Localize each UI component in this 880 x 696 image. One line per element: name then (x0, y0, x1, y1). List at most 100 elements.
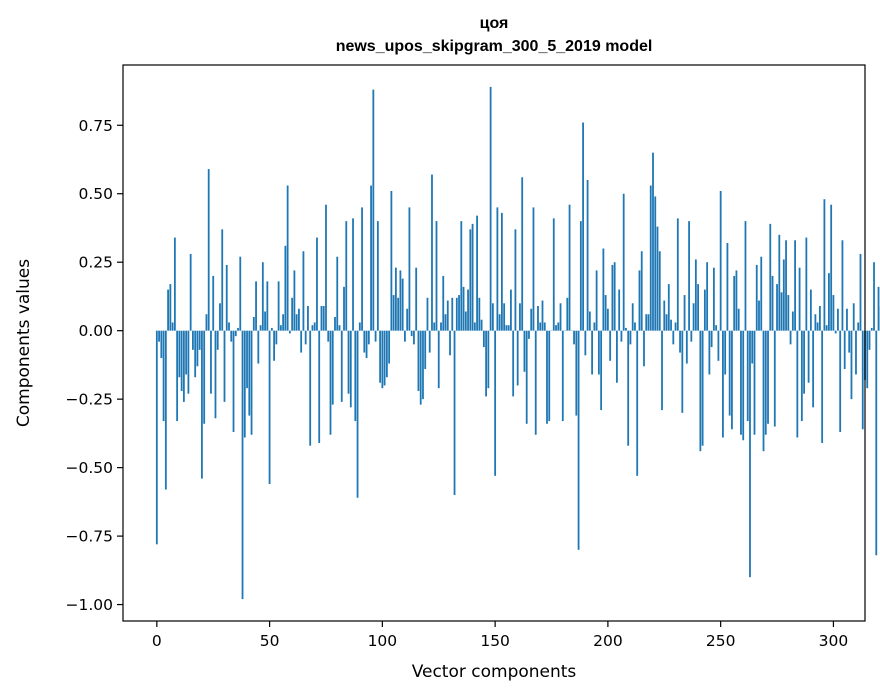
bar-component-157 (510, 289, 512, 331)
x-tick-label: 250 (706, 632, 736, 650)
bar-component-131 (451, 297, 454, 331)
bar-component-180 (561, 330, 564, 422)
bar-component-307 (848, 330, 851, 353)
bar-component-188 (579, 221, 582, 331)
bar-component-16 (192, 330, 194, 350)
bar-component-187 (577, 330, 580, 550)
bar-component-277 (780, 292, 783, 331)
bar-component-309 (852, 303, 855, 331)
bar-component-153 (500, 212, 503, 331)
bar-component-63 (298, 308, 300, 331)
bar-component-170 (539, 322, 542, 331)
bar-component-240 (697, 284, 699, 331)
bar-component-37 (239, 256, 242, 331)
bar-component-161 (519, 303, 521, 331)
bar-component-199 (604, 295, 607, 331)
bar-component-243 (703, 289, 706, 331)
bar-component-306 (846, 308, 848, 331)
bar-component-52 (273, 330, 275, 361)
y-tick-label: 0.75 (78, 117, 113, 135)
bar-component-201 (609, 330, 612, 361)
bar-component-101 (383, 330, 386, 386)
bar-component-151 (496, 207, 499, 331)
bar-component-288 (805, 237, 808, 331)
bar-component-219 (649, 185, 652, 331)
bar-component-91 (361, 207, 363, 331)
bar-component-316 (868, 330, 871, 350)
bar-component-17 (194, 330, 197, 378)
bar-component-234 (683, 295, 686, 331)
bar-component-132 (453, 330, 456, 495)
bar-component-45 (257, 330, 260, 364)
x-tick-label: 0 (152, 632, 162, 650)
y-tick-label: 0.25 (78, 254, 113, 272)
bar-component-18 (196, 330, 199, 367)
bar-component-284 (796, 330, 799, 438)
bar-component-25 (212, 275, 215, 331)
bar-component-294 (818, 306, 821, 331)
y-tick-label: −1.00 (66, 596, 114, 614)
bar-component-318 (873, 262, 875, 331)
bar-component-65 (302, 251, 305, 331)
bar-component-247 (712, 267, 715, 331)
bar-component-299 (830, 204, 833, 331)
bar-component-123 (433, 322, 436, 331)
y-tick-label: −0.25 (66, 391, 114, 409)
bar-component-226 (665, 314, 668, 331)
bar-component-46 (259, 325, 262, 331)
bar-component-305 (843, 330, 846, 370)
bar-component-215 (640, 251, 643, 331)
bar-component-261 (744, 221, 747, 331)
bar-component-297 (825, 325, 828, 331)
bar-component-128 (444, 314, 447, 331)
bar-component-106 (394, 267, 397, 331)
bar-component-97 (374, 330, 377, 342)
bar-component-40 (246, 330, 248, 389)
bar-component-191 (586, 180, 589, 331)
bar-component-0 (155, 330, 158, 545)
bar-component-231 (676, 218, 679, 331)
bar-component-147 (487, 330, 490, 389)
bar-component-285 (798, 267, 801, 331)
bar-component-194 (593, 322, 596, 331)
bar-component-257 (735, 270, 738, 331)
bar-component-70 (313, 322, 316, 331)
bar-component-260 (742, 330, 745, 441)
bar-component-303 (839, 330, 842, 433)
bar-component-78 (331, 330, 334, 405)
bar-component-155 (505, 325, 508, 331)
bar-component-319 (875, 330, 878, 556)
bar-component-302 (837, 308, 839, 331)
bar-component-124 (435, 221, 438, 331)
bar-component-72 (318, 330, 321, 443)
bar-component-242 (701, 330, 704, 446)
bar-component-192 (588, 311, 591, 331)
bar-component-43 (252, 316, 255, 331)
chart-title-line1: цоя (480, 15, 509, 32)
bar-component-274 (773, 330, 776, 427)
bar-component-71 (316, 237, 318, 331)
bar-component-36 (237, 327, 239, 331)
bar-component-5 (167, 289, 169, 331)
x-tick-label: 300 (819, 632, 849, 650)
bar-component-34 (232, 330, 235, 433)
bar-component-100 (381, 330, 384, 389)
bar-component-245 (708, 330, 711, 375)
bar-component-55 (279, 325, 282, 331)
bar-component-28 (219, 303, 221, 331)
bar-component-244 (706, 262, 709, 331)
bar-component-49 (266, 281, 269, 331)
bar-component-80 (336, 256, 339, 331)
bar-component-60 (291, 297, 294, 331)
bar-component-312 (859, 253, 862, 331)
bar-component-39 (243, 330, 246, 438)
bar-component-4 (164, 330, 167, 490)
bar-component-85 (347, 330, 350, 394)
bar-component-270 (764, 330, 767, 435)
bar-component-216 (643, 330, 645, 367)
bar-component-110 (404, 330, 406, 342)
bar-component-281 (789, 330, 792, 345)
bar-component-129 (446, 300, 449, 331)
bar-component-262 (746, 330, 749, 422)
